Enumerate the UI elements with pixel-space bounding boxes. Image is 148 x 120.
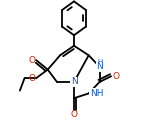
Text: O: O [112,72,119,81]
Text: O: O [29,74,36,83]
Text: O: O [29,56,36,65]
Text: H: H [97,59,103,65]
Text: NH: NH [90,89,103,98]
Text: O: O [70,110,78,119]
Text: N: N [71,78,77,87]
Text: N: N [96,62,103,71]
